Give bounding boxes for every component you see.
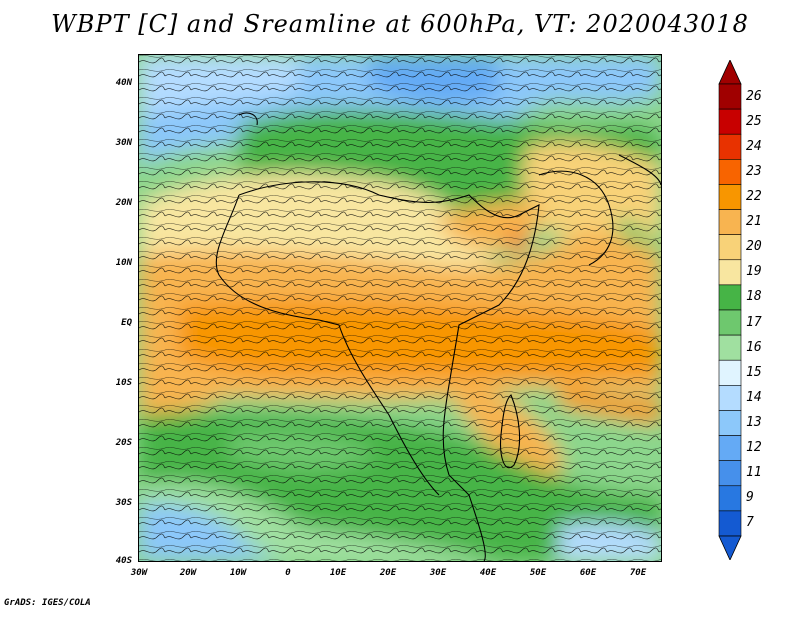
lat-tick-label: 30N [115, 138, 132, 148]
lon-tick-label: 20E [379, 568, 397, 578]
colorbar-label: 24 [746, 138, 762, 154]
colorbar-swatch [718, 435, 742, 461]
lon-tick-label: 30W [130, 568, 148, 578]
colorbar-label: 18 [746, 289, 762, 305]
colorbar-swatch [718, 259, 742, 286]
colorbar-label: 22 [746, 189, 762, 204]
map-panel [138, 54, 662, 562]
colorbar-label: 13 [746, 415, 762, 430]
colorbar-swatch [718, 209, 742, 235]
lon-tick-label: 70E [629, 568, 647, 578]
colorbar-swatch [718, 460, 742, 487]
colorbar-label: 11 [746, 465, 762, 481]
lon-tick-label: 50E [529, 568, 547, 578]
colorbar-swatch [718, 184, 742, 210]
colorbar-label: 17 [746, 314, 762, 330]
credit-text: GrADS: IGES/COLA [4, 598, 91, 608]
colorbar-label: 19 [746, 264, 762, 280]
lon-tick-label: 20W [179, 568, 197, 578]
lat-tick-label: 40S [115, 556, 132, 566]
lon-tick-label: 10W [229, 568, 247, 578]
colorbar-label: 26 [746, 88, 762, 104]
lon-tick-label: 10E [329, 568, 347, 578]
colorbar-extend-top [718, 60, 742, 85]
colorbar-label: 9 [746, 490, 754, 506]
wbpt-streamline-field [139, 55, 661, 561]
colorbar-swatch [718, 159, 742, 185]
lon-tick-label: 30E [429, 568, 447, 578]
colorbar-swatch [718, 284, 742, 311]
lon-tick-label: 0 [285, 568, 291, 578]
colorbar-swatch [718, 385, 742, 411]
colorbar-label: 21 [746, 214, 762, 230]
colorbar-label: 14 [746, 389, 762, 405]
lat-tick-label: 40N [115, 78, 132, 88]
lon-tick-label: 40E [479, 568, 497, 578]
colorbar-swatch [718, 83, 742, 110]
colorbar-label: 23 [746, 163, 762, 179]
colorbar-swatch [718, 410, 742, 436]
lat-tick-label: 10N [115, 258, 132, 268]
streamlines [139, 55, 661, 561]
colorbar-swatch [718, 133, 742, 160]
colorbar-swatch [718, 309, 742, 336]
colorbar-swatch [718, 108, 742, 135]
colorbar-label: 12 [746, 440, 762, 456]
lat-tick-label: 30S [115, 498, 132, 508]
lat-tick-label: EQ [121, 318, 132, 328]
lon-tick-label: 60E [579, 568, 597, 578]
colorbar-swatch [718, 359, 742, 386]
colorbar-label: 15 [746, 364, 762, 380]
lat-tick-label: 10S [115, 378, 132, 388]
lat-tick-label: 20S [115, 438, 132, 448]
colorbar [718, 60, 742, 560]
lat-tick-label: 20N [115, 198, 132, 208]
colorbar-swatch [718, 485, 742, 512]
colorbar-label: 20 [746, 239, 762, 255]
colorbar-swatch [718, 234, 742, 261]
colorbar-label: 7 [746, 515, 754, 531]
chart-title: WBPT [C] and Sreamline at 600hPa, VT: 20… [51, 10, 749, 38]
colorbar-label: 16 [746, 339, 762, 355]
coastlines [215, 112, 661, 561]
colorbar-swatch [718, 334, 742, 361]
colorbar-swatch [718, 510, 742, 537]
colorbar-label: 25 [746, 113, 762, 129]
colorbar-extend-bottom [718, 535, 742, 560]
